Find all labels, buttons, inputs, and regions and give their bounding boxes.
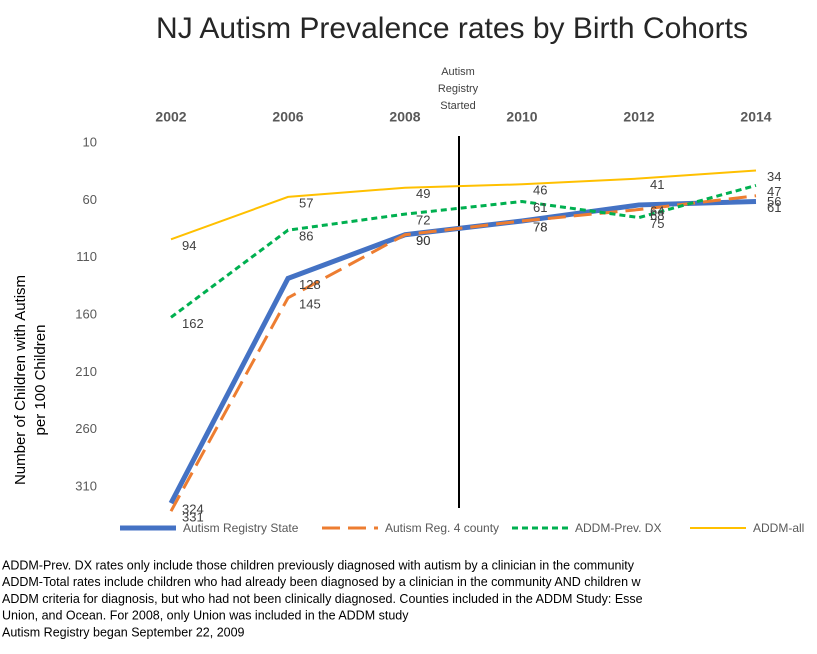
- data-label: 86: [299, 229, 313, 244]
- data-label: 324: [182, 502, 204, 517]
- chart-title: NJ Autism Prevalence rates by Birth Coho…: [156, 12, 748, 45]
- y-tick-label: 260: [75, 421, 97, 436]
- y-tick-label: 10: [83, 134, 97, 149]
- annotation: Autism: [441, 66, 475, 78]
- data-label: 56: [767, 194, 781, 209]
- annotation: Started: [440, 100, 475, 112]
- legend-label: ADDM-Prev. DX: [575, 521, 661, 535]
- data-label: 331: [182, 510, 204, 525]
- legend-label: ADDM-all: [753, 521, 804, 535]
- data-label: 145: [299, 296, 321, 311]
- footnote: Autism Registry began September 22, 2009: [2, 625, 245, 639]
- data-label: 78: [533, 219, 547, 234]
- footnote: ADDM-Total rates include children who ha…: [2, 575, 641, 589]
- series-line: [170, 169, 757, 241]
- y-tick-label: 60: [83, 192, 97, 207]
- data-label: 64: [650, 203, 664, 218]
- series-line: [170, 183, 757, 319]
- x-tick-label: 2010: [506, 109, 537, 125]
- data-label: 72: [416, 213, 430, 228]
- x-tick-label: 2012: [623, 109, 654, 125]
- data-label: 78: [533, 219, 547, 234]
- x-tick-label: 2006: [272, 109, 303, 125]
- legend-label: Autism Registry State: [183, 521, 299, 535]
- x-tick-label: 2014: [740, 109, 771, 125]
- y-tick-label: 310: [75, 479, 97, 494]
- data-label: 47: [767, 184, 781, 199]
- data-label: 68: [650, 208, 664, 223]
- data-label: 162: [182, 316, 204, 331]
- y-tick-label: 210: [75, 364, 97, 379]
- data-label: 61: [533, 200, 547, 215]
- x-tick-label: 2008: [389, 109, 420, 125]
- footnote: ADDM-Prev. DX rates only include those c…: [2, 558, 635, 572]
- legend-label: Autism Reg. 4 county: [385, 521, 499, 535]
- annotation: Registry: [438, 83, 479, 95]
- footnote: Union, and Ocean. For 2008, only Union w…: [2, 609, 409, 623]
- data-label: 41: [650, 177, 664, 192]
- data-label: 46: [533, 183, 547, 198]
- series-line: [169, 194, 757, 512]
- y-axis-label: per 100 Children: [32, 325, 49, 436]
- footnote: ADDM criteria for diagnosis, but who had…: [2, 592, 643, 606]
- data-label: 61: [767, 200, 781, 215]
- data-label: 128: [299, 277, 321, 292]
- data-label: 57: [299, 195, 313, 210]
- series-line: [168, 198, 757, 505]
- data-label: 34: [767, 169, 781, 184]
- data-label: 94: [182, 238, 196, 253]
- data-label: 49: [416, 186, 430, 201]
- data-label: 75: [650, 216, 664, 231]
- y-tick-label: 110: [76, 249, 97, 264]
- y-tick-label: 160: [75, 306, 97, 321]
- x-tick-label: 2002: [155, 109, 186, 125]
- y-axis-label: Number of Children with Autism: [12, 275, 29, 485]
- data-label: 90: [416, 233, 430, 248]
- data-label: 90: [416, 233, 430, 248]
